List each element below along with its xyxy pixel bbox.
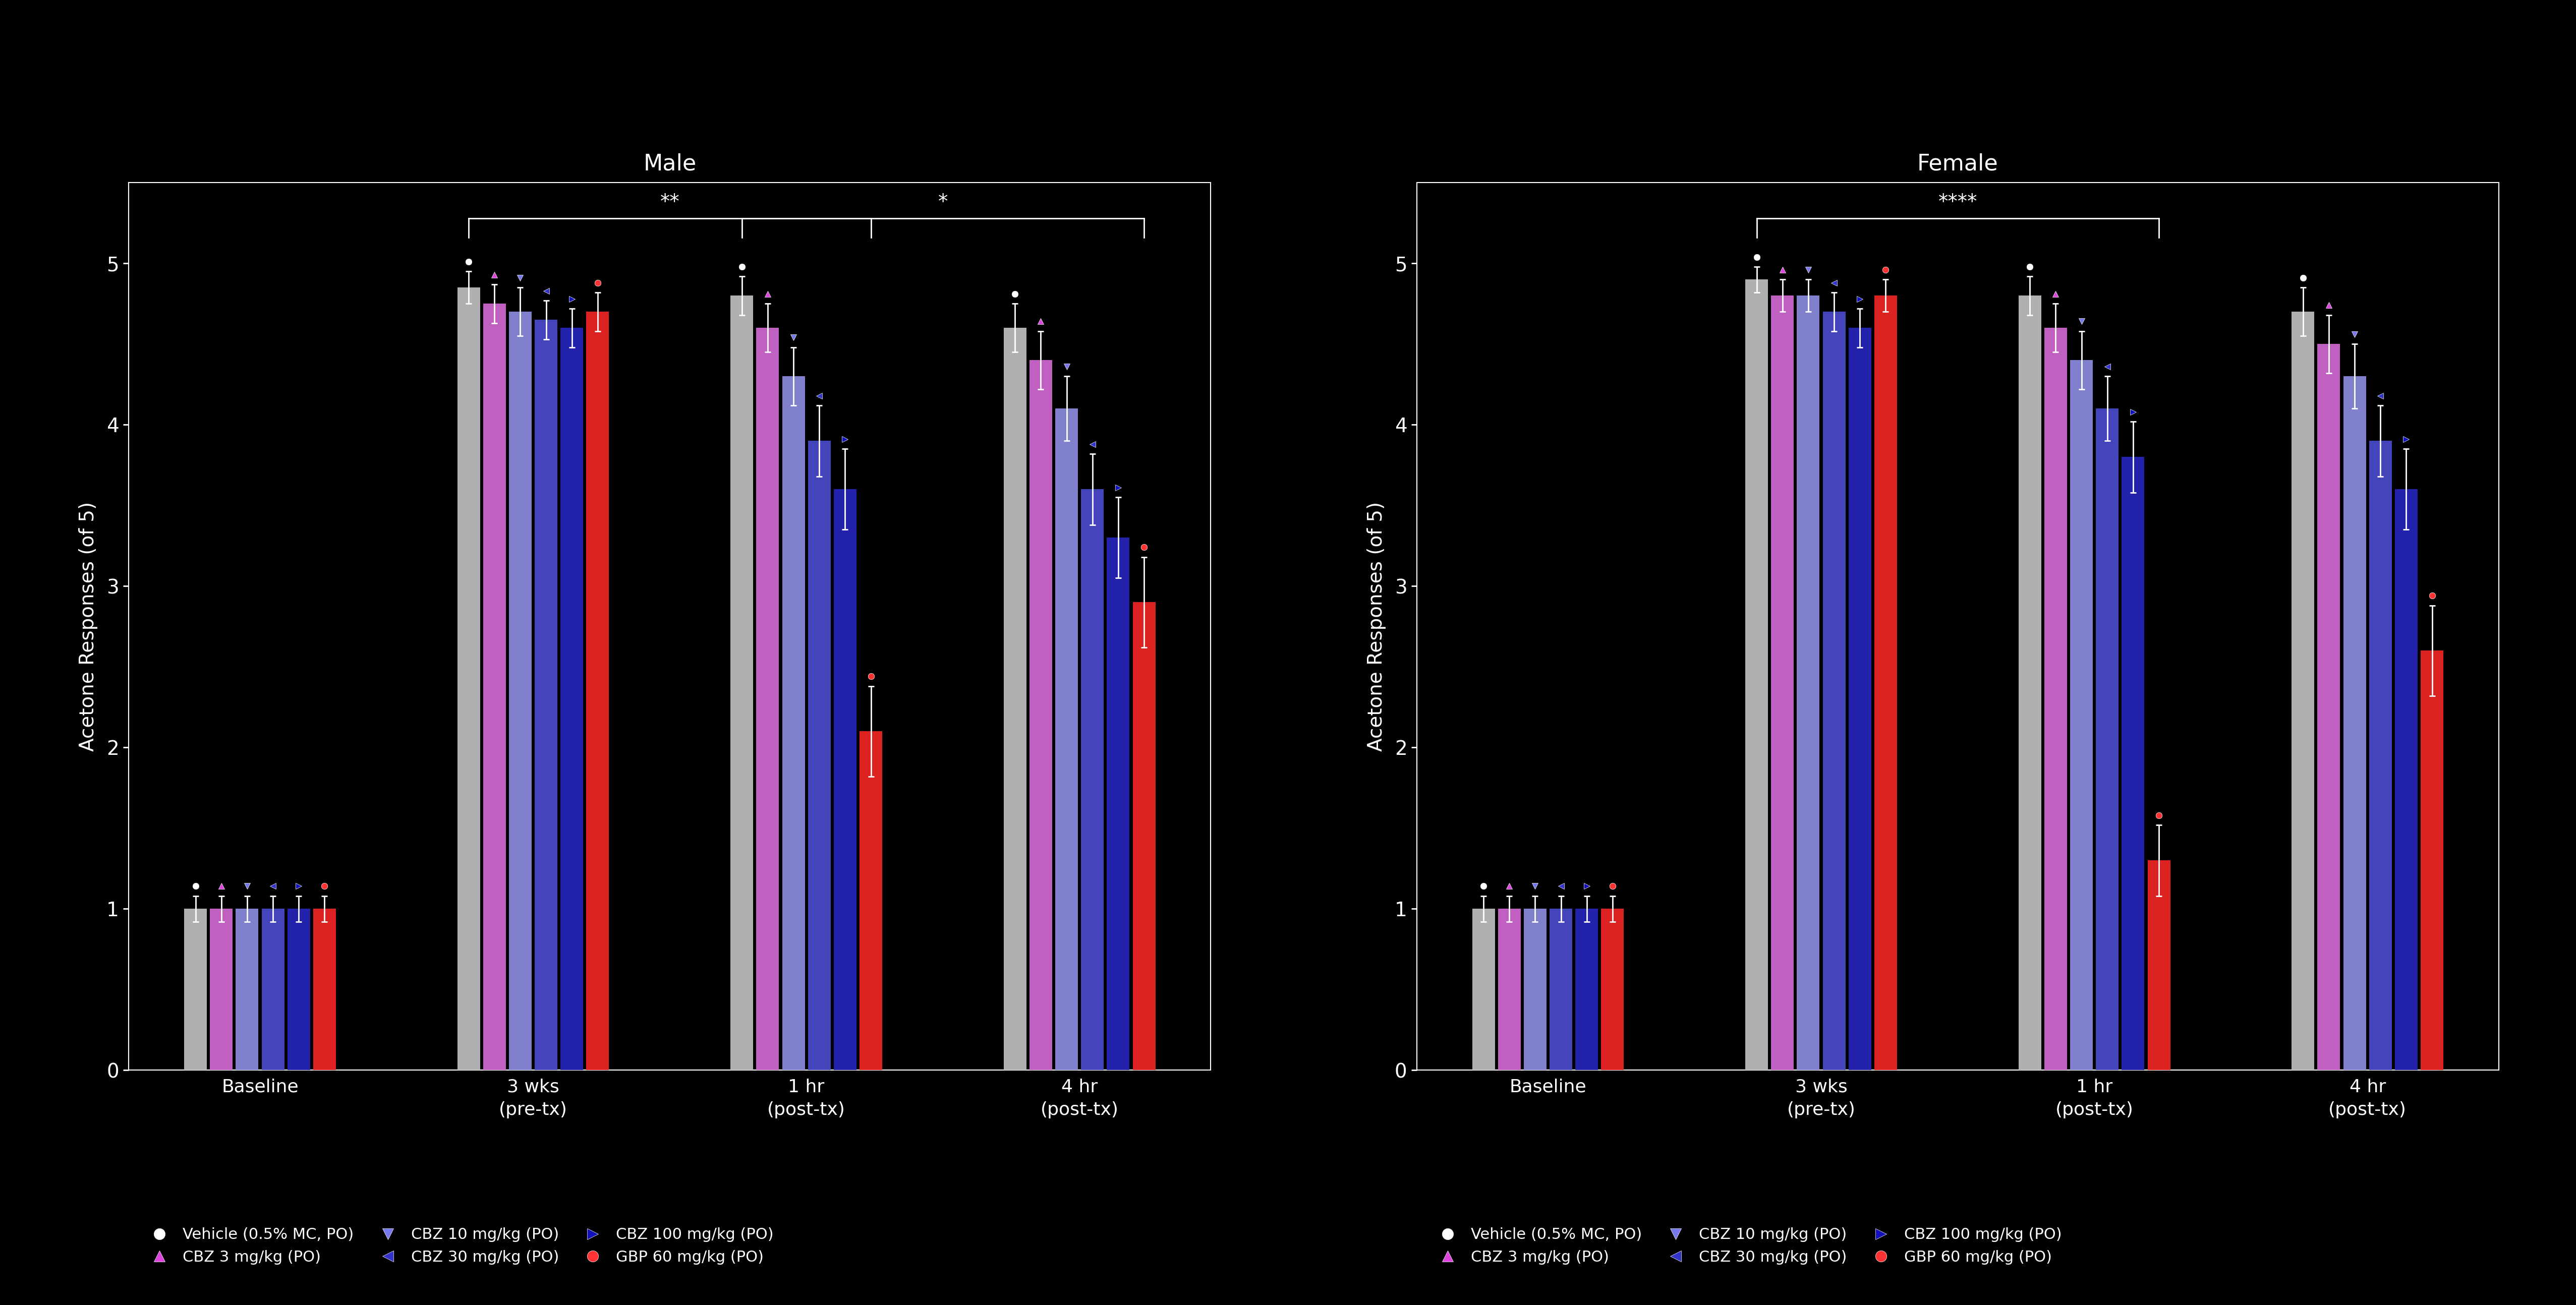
Bar (2097, 408, 2117, 1070)
Bar (1602, 908, 1623, 1070)
Bar (263, 908, 283, 1070)
Bar (1824, 312, 1844, 1070)
Bar (510, 312, 531, 1070)
Bar (1850, 328, 1870, 1070)
Legend: Vehicle (0.5% MC, PO), CBZ 3 mg/kg (PO), CBZ 10 mg/kg (PO), CBZ 30 mg/kg (PO), C: Vehicle (0.5% MC, PO), CBZ 3 mg/kg (PO),… (137, 1220, 781, 1272)
Bar (1030, 360, 1051, 1070)
Bar (783, 376, 804, 1070)
Bar (314, 908, 335, 1070)
Bar (2045, 328, 2066, 1070)
Bar (587, 312, 608, 1070)
Bar (484, 304, 505, 1070)
Bar (536, 320, 556, 1070)
Bar (1133, 602, 1157, 1070)
Bar (1108, 538, 1131, 1070)
Text: ****: **** (1937, 193, 1978, 211)
Bar (1005, 328, 1025, 1070)
Bar (183, 908, 206, 1070)
Bar (2421, 651, 2445, 1070)
Y-axis label: Acetone Responses (of 5): Acetone Responses (of 5) (1368, 501, 1386, 752)
Bar (809, 441, 829, 1070)
Bar (562, 328, 582, 1070)
Bar (2293, 312, 2313, 1070)
Text: *: * (938, 193, 948, 211)
Bar (1082, 489, 1103, 1070)
Bar (835, 489, 855, 1070)
Bar (860, 731, 881, 1070)
Bar (2396, 489, 2419, 1070)
Bar (1747, 279, 1767, 1070)
Bar (732, 296, 752, 1070)
Bar (237, 908, 258, 1070)
Bar (289, 908, 309, 1070)
Bar (2370, 441, 2391, 1070)
Y-axis label: Acetone Responses (of 5): Acetone Responses (of 5) (80, 501, 98, 752)
Bar (2344, 376, 2365, 1070)
Bar (2020, 296, 2040, 1070)
Bar (209, 908, 232, 1070)
Bar (1798, 296, 1819, 1070)
Bar (1497, 908, 1520, 1070)
Bar (2148, 860, 2169, 1070)
Bar (1056, 408, 1077, 1070)
Bar (1525, 908, 1546, 1070)
Bar (2123, 457, 2143, 1070)
Bar (1772, 296, 1793, 1070)
Text: **: ** (659, 193, 680, 211)
Bar (2071, 360, 2092, 1070)
Bar (757, 328, 778, 1070)
Bar (1471, 908, 1494, 1070)
Title: Male: Male (644, 153, 696, 175)
Bar (1577, 908, 1597, 1070)
Bar (1551, 908, 1571, 1070)
Legend: Vehicle (0.5% MC, PO), CBZ 3 mg/kg (PO), CBZ 10 mg/kg (PO), CBZ 30 mg/kg (PO), C: Vehicle (0.5% MC, PO), CBZ 3 mg/kg (PO),… (1425, 1220, 2069, 1272)
Bar (2318, 345, 2339, 1070)
Bar (459, 287, 479, 1070)
Title: Female: Female (1917, 153, 1999, 175)
Bar (1875, 296, 1896, 1070)
